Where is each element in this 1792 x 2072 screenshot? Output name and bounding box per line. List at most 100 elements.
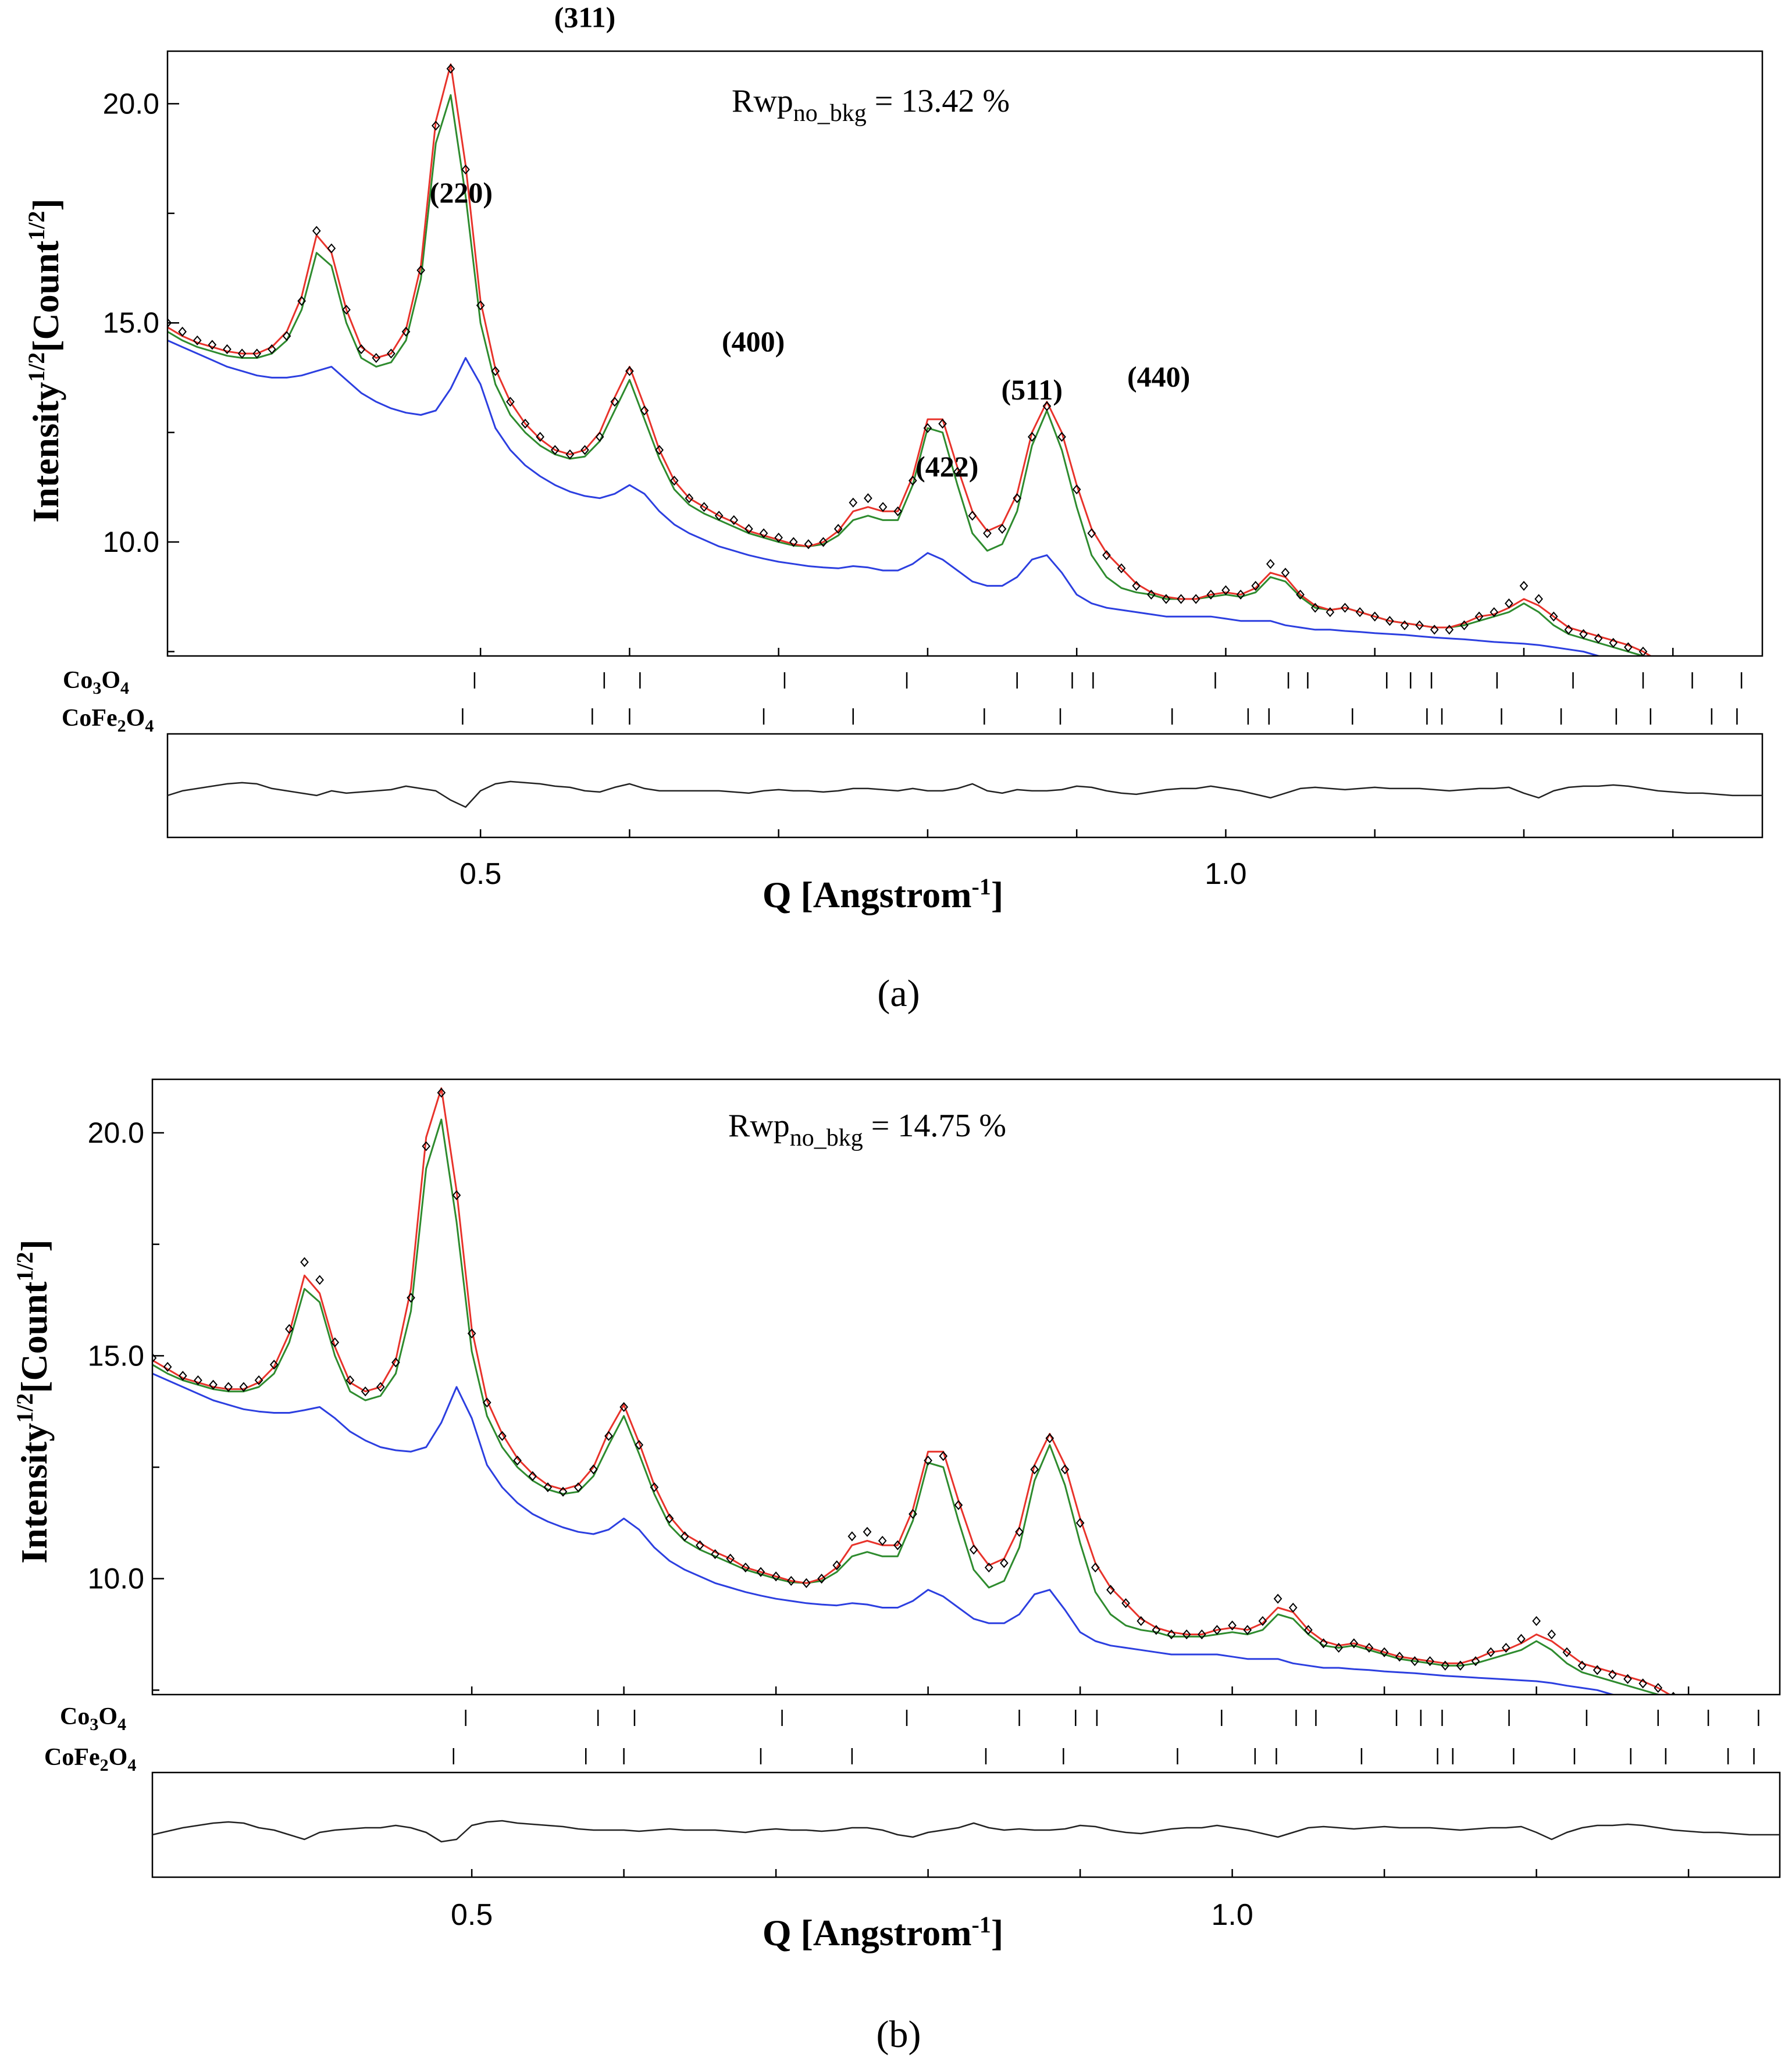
x-tick-label: 1.0 <box>1211 1898 1253 1932</box>
observed-point <box>1579 629 1588 639</box>
observed-point <box>759 528 768 538</box>
observed-point <box>1445 625 1454 635</box>
observed-point <box>1198 1629 1206 1640</box>
cofe2o4-label-sub1: 2 <box>100 1756 109 1775</box>
observed-point <box>1532 1615 1541 1627</box>
observed-point <box>268 344 276 355</box>
y-axis-label-sup1: 1/2 <box>12 1393 38 1423</box>
observed-point <box>1486 1647 1495 1657</box>
observed-point <box>1471 1656 1480 1667</box>
observed-point <box>1152 1625 1161 1635</box>
observed-point <box>893 506 902 516</box>
observed-point <box>342 305 351 315</box>
observed-point <box>1057 431 1066 442</box>
observed-point <box>269 1360 279 1370</box>
rwp-subscript: no_bkg <box>793 100 867 127</box>
observed-point <box>1206 589 1216 600</box>
observed-point <box>543 1482 553 1493</box>
cofe2o4-label-o: O <box>109 1744 128 1771</box>
observed-point <box>357 344 366 355</box>
cofe2o4-label-main: CoFe <box>62 705 117 732</box>
observed-point <box>909 1508 917 1520</box>
observed-point <box>1441 1660 1450 1671</box>
x-tick-label: 0.5 <box>451 1898 493 1932</box>
observed-point <box>997 523 1007 534</box>
y-axis-label-main: Intensity <box>13 1423 55 1564</box>
observed-point <box>1334 1642 1343 1653</box>
observed-point <box>1624 642 1633 652</box>
observed-point <box>953 466 962 477</box>
background-blue-curve <box>152 1372 1616 1695</box>
co3o4-label-o: O <box>98 1703 117 1730</box>
observed-point <box>847 1531 857 1542</box>
observed-point <box>1106 1585 1115 1595</box>
observed-point <box>330 1337 340 1347</box>
observed-point <box>1167 1629 1176 1640</box>
observed-point <box>983 528 992 538</box>
observed-point <box>1608 1669 1617 1680</box>
co3o4-reflection-markers <box>465 1710 1759 1726</box>
observed-point <box>565 449 575 459</box>
observed-point <box>893 1540 902 1550</box>
observed-point <box>908 476 917 486</box>
observed-point <box>1474 611 1484 622</box>
observed-points <box>152 1087 1676 1695</box>
peak-label: (400) <box>722 325 785 358</box>
plot-area <box>168 63 1659 656</box>
observed-point <box>968 511 977 521</box>
observed-point <box>655 445 664 455</box>
observed-point <box>625 366 634 376</box>
x-axis-label-end: ] <box>991 874 1003 915</box>
observed-point <box>714 511 724 521</box>
rwp-value: = 14.75 % <box>863 1108 1006 1144</box>
plot-frame <box>151 1078 1781 1696</box>
difference-area <box>168 780 1762 808</box>
y-axis-label-mid: [Count <box>13 1281 55 1393</box>
observed-point <box>285 1324 294 1334</box>
observed-point <box>1147 589 1156 600</box>
observed-point <box>595 431 604 442</box>
observed-point <box>774 532 783 543</box>
observed-point <box>345 1375 355 1386</box>
observed-point <box>1564 625 1573 635</box>
observed-point <box>1042 401 1052 411</box>
component-green-curve <box>168 94 1645 656</box>
panel-label: (b) <box>877 2013 921 2056</box>
observed-point <box>680 1531 689 1542</box>
co3o4-legend-label: Co3O4 <box>60 1703 126 1734</box>
observed-point <box>819 537 828 547</box>
observed-point <box>528 1471 537 1481</box>
co3o4-legend-label: Co3O4 <box>63 667 129 698</box>
plot-frame <box>166 50 1764 657</box>
observed-point <box>1609 637 1618 648</box>
y-axis-label-end: ] <box>25 198 66 211</box>
observed-point <box>312 226 321 236</box>
observed-point <box>437 1087 446 1098</box>
observed-point <box>696 1540 704 1550</box>
observed-point <box>954 1500 963 1510</box>
observed-point <box>1326 607 1335 618</box>
y-axis-ticks: 10.0 15.0 20.0 <box>88 1117 164 1691</box>
observed-point <box>1349 1638 1359 1649</box>
x-axis-label-sup: -1 <box>972 1911 991 1938</box>
y-axis-label-sup1: 1/2 <box>23 352 49 382</box>
y-axis-label: Intensity1/2[Count1/2] <box>23 198 66 522</box>
observed-point <box>282 331 291 341</box>
observed-point <box>1000 1558 1009 1568</box>
observed-point <box>237 348 247 359</box>
observed-point <box>208 340 217 350</box>
observed-point <box>849 497 858 508</box>
observed-point <box>1400 620 1409 630</box>
observed-point <box>700 502 708 512</box>
observed-point <box>178 326 187 337</box>
observed-point <box>1310 602 1320 613</box>
observed-point <box>1549 611 1558 622</box>
observed-point <box>1501 1642 1510 1653</box>
observed-point <box>604 1431 613 1441</box>
observed-point <box>1456 1660 1465 1671</box>
co3o4-label-main: Co <box>63 667 92 694</box>
cofe2o4-label-sub2: 4 <box>127 1756 136 1775</box>
x-tick-label: 0.5 <box>459 857 501 891</box>
observed-point <box>327 243 336 254</box>
x-axis-label-end: ] <box>991 1912 1003 1953</box>
